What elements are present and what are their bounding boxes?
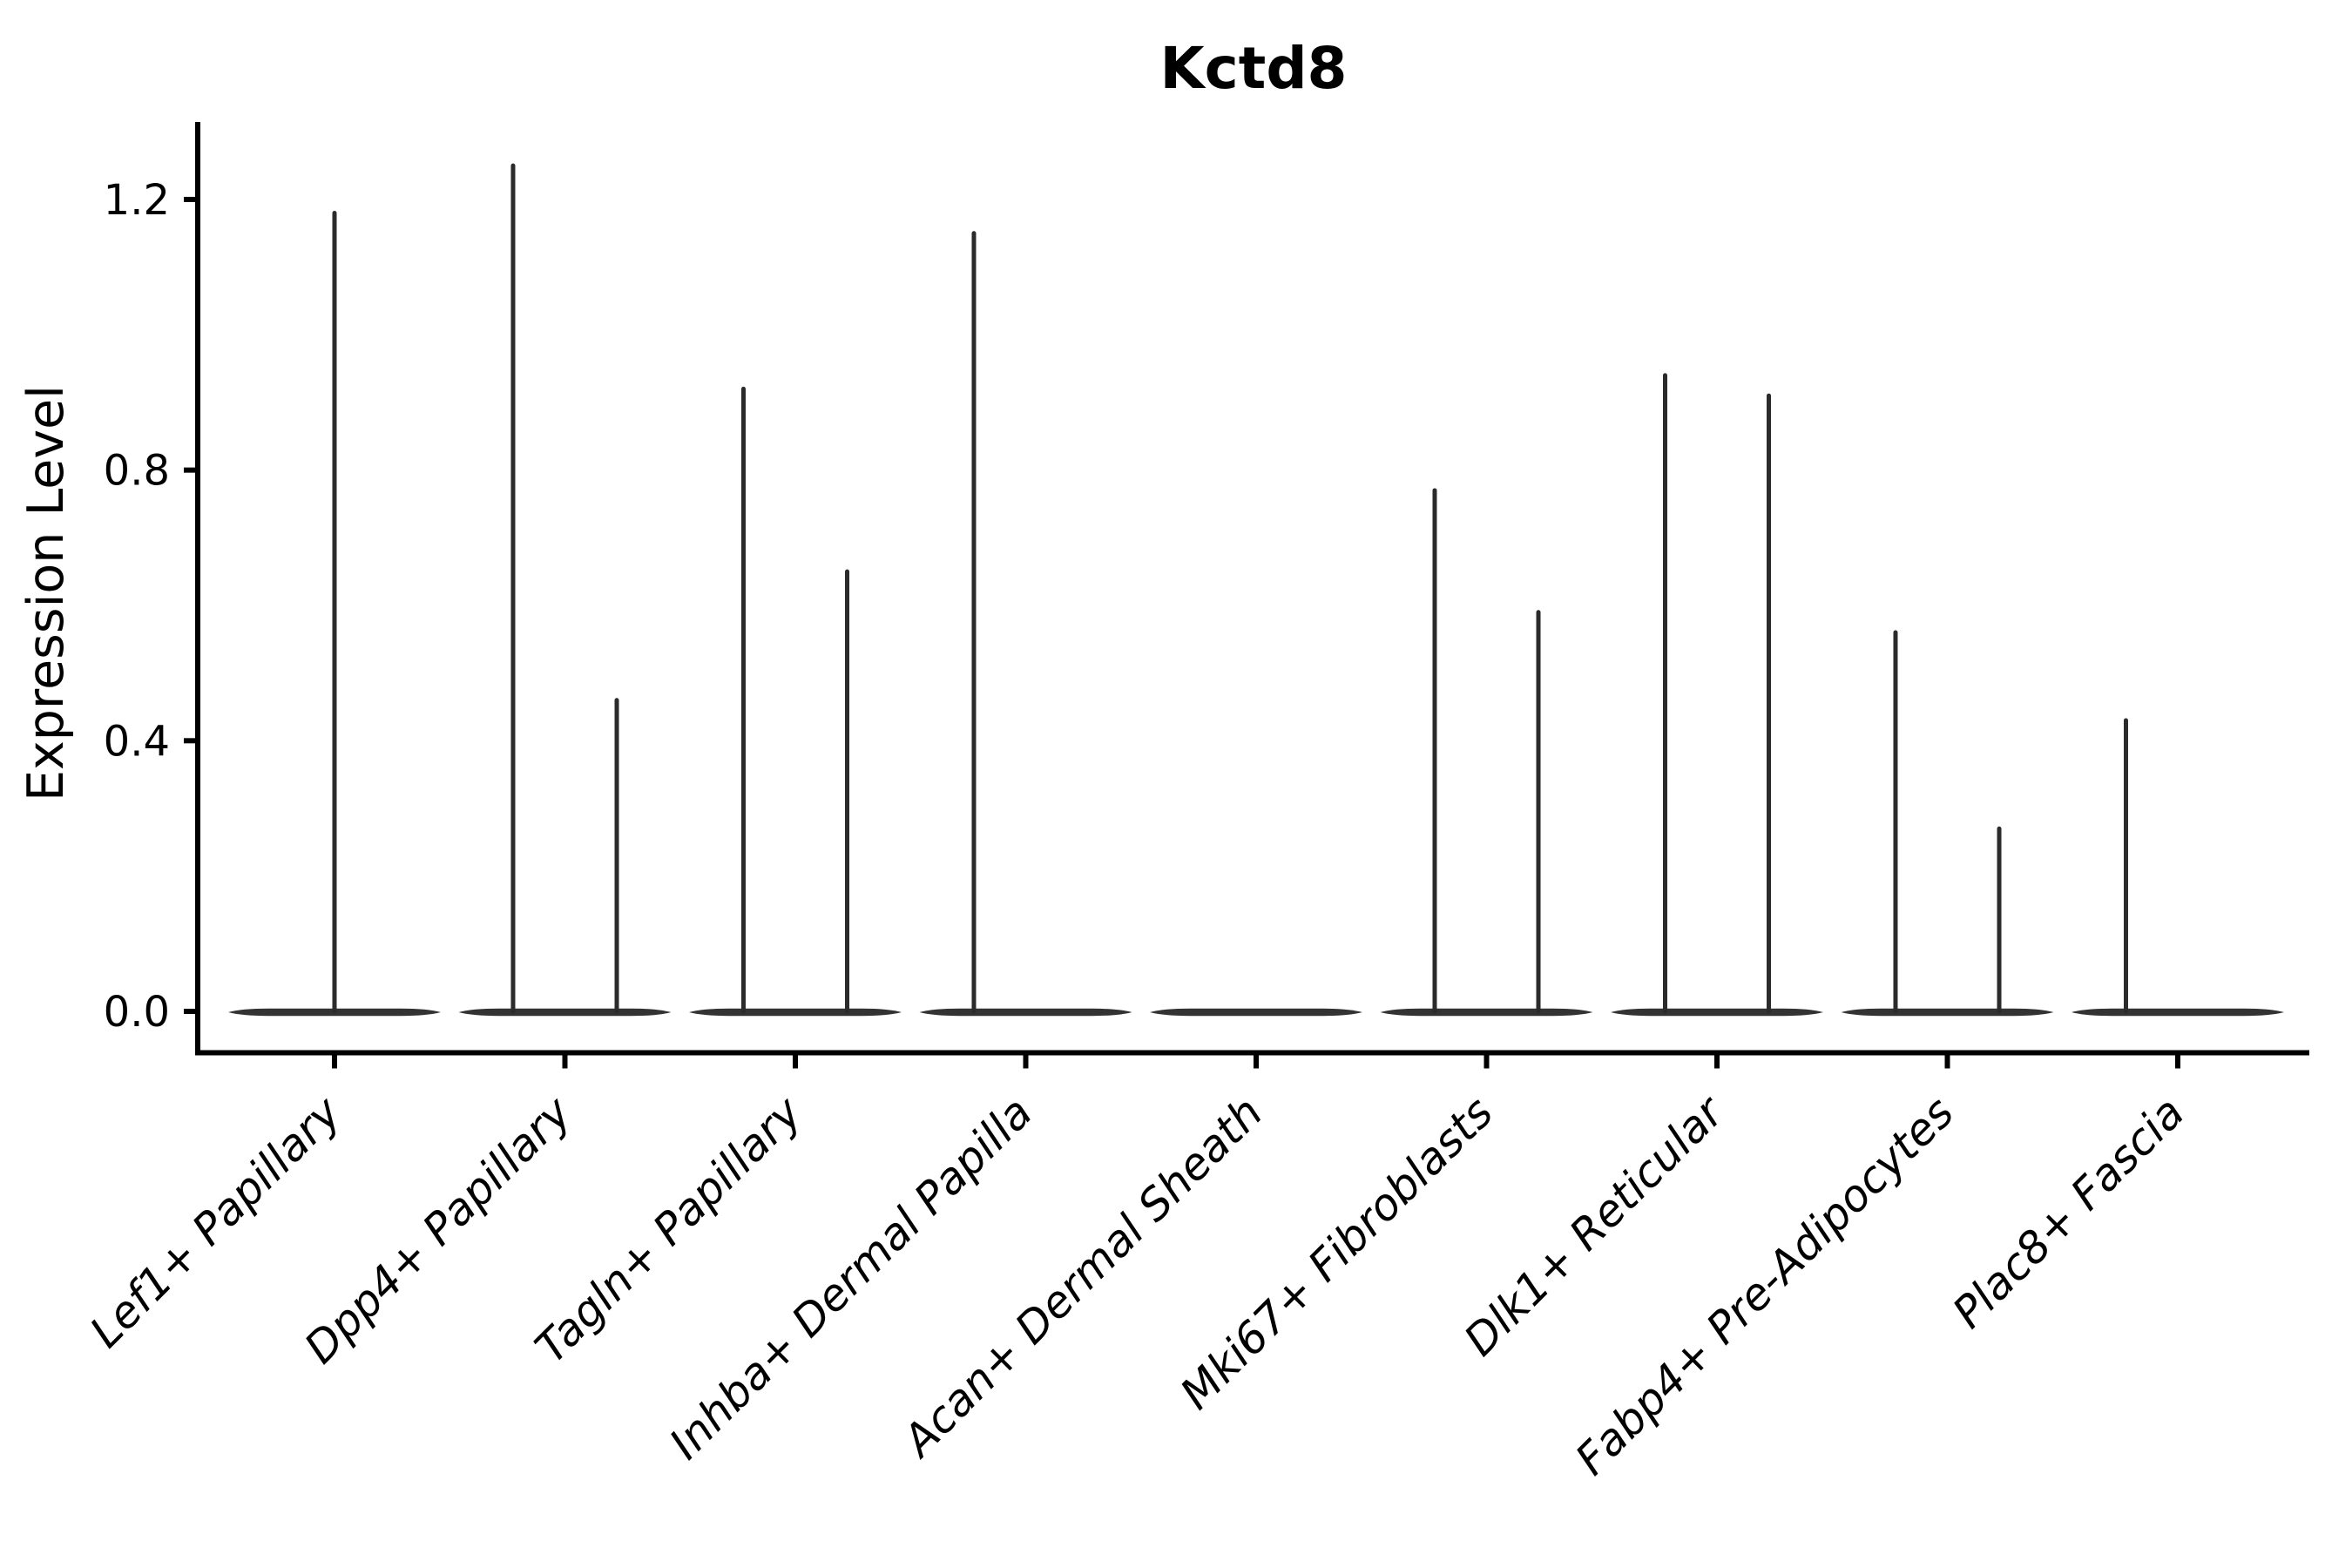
axes — [195, 122, 2309, 1056]
y-tick-label: 0.4 — [104, 717, 170, 766]
y-tick-label: 1.2 — [104, 176, 170, 225]
axis-spine — [195, 122, 2309, 1056]
x-tick-label: Lef1+ Papillary — [80, 1086, 351, 1357]
x-tick-label: Inhba+ Dermal Papilla — [660, 1087, 1042, 1469]
x-tick-label: Plac8+ Fascia — [1943, 1087, 2194, 1338]
y-tick-label: 0.8 — [104, 447, 170, 496]
chart-title: Kctd8 — [1160, 35, 1348, 102]
violins — [228, 163, 2284, 1017]
violin-base — [1150, 1008, 1362, 1017]
violin-base — [2072, 1008, 2284, 1017]
y-axis-ticks: 0.0 0.4 0.8 1.2 — [104, 176, 198, 1037]
violin-base — [689, 1008, 902, 1017]
y-tick-label: 0.0 — [104, 988, 170, 1037]
violin-base — [1841, 1008, 2054, 1017]
x-tick-label: Fabp4+ Pre-Adipocytes — [1565, 1087, 1963, 1485]
violin-base — [458, 1008, 672, 1017]
y-axis-label: Expression Level — [17, 385, 75, 801]
violin-base — [1380, 1008, 1593, 1017]
violin-base — [919, 1008, 1132, 1017]
violin-base — [1611, 1008, 1823, 1017]
